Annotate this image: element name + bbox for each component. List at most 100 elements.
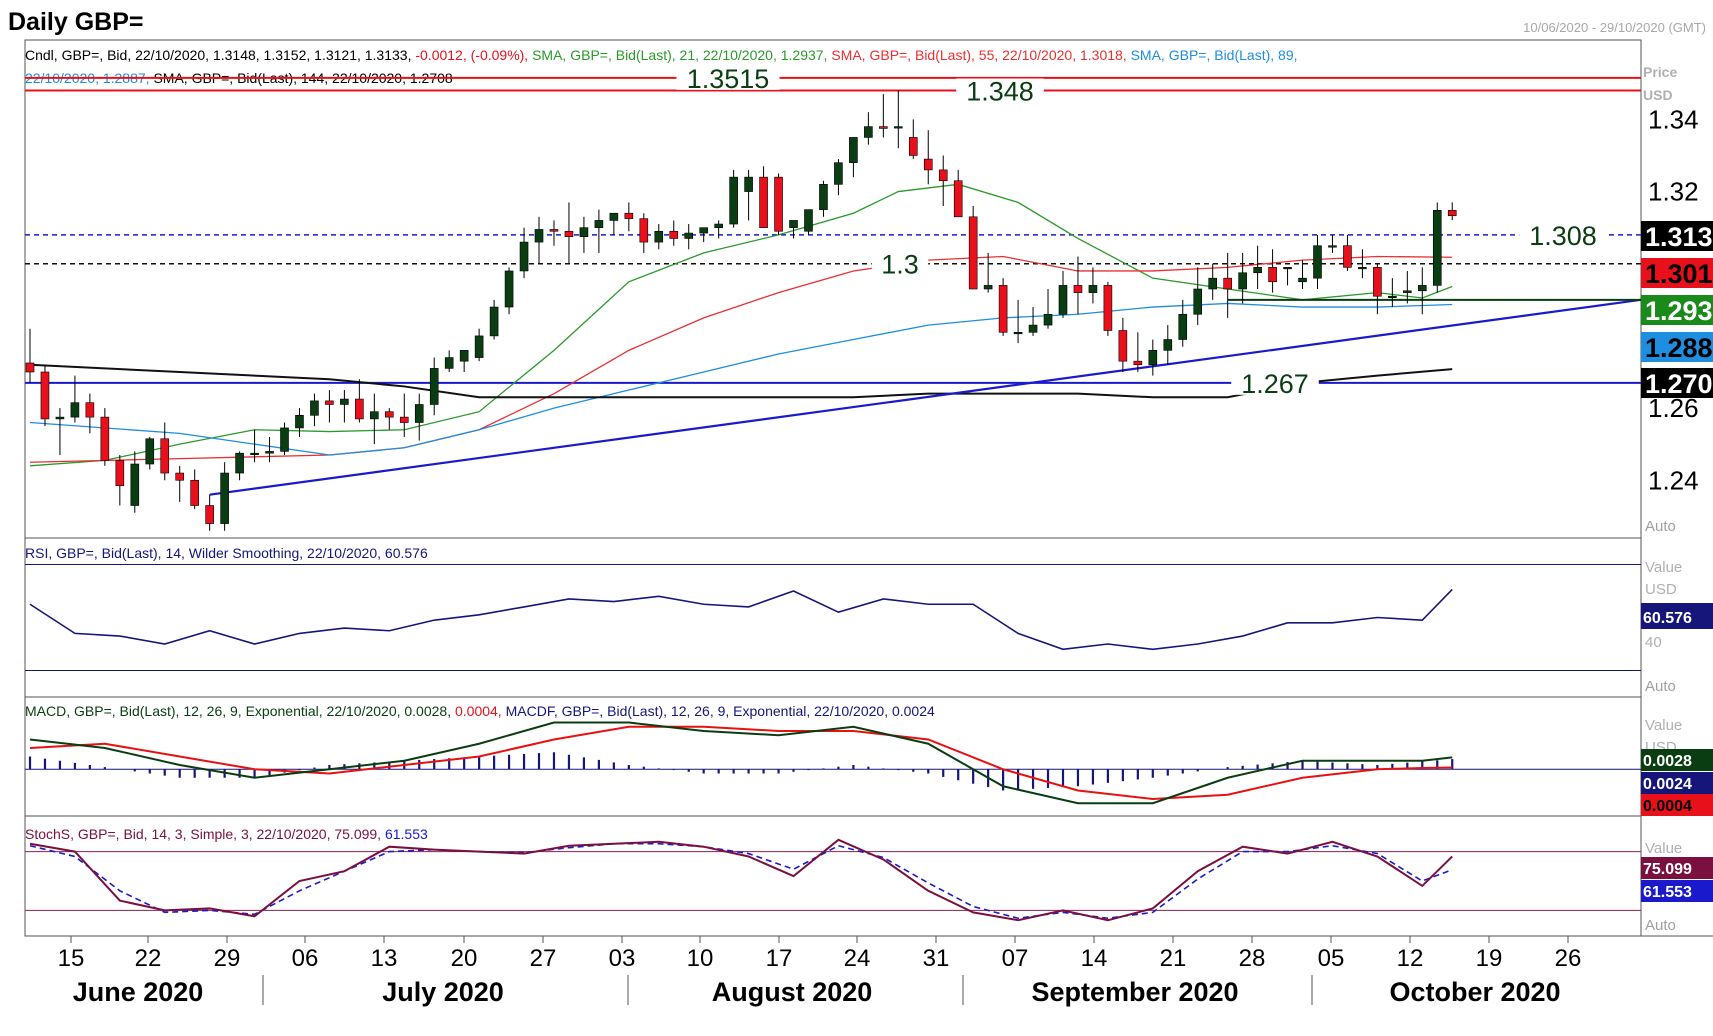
sma-line [29, 183, 1453, 467]
price-badge-text: 1.3018 [1645, 259, 1713, 289]
header-segment: MACD, GBP=, Bid(Last), 12, 26, 9, Expone… [25, 703, 455, 719]
candle-body [160, 438, 170, 474]
macd-signal-line [29, 725, 1453, 801]
macd-badge-text: 0.0004 [1643, 798, 1692, 815]
candle-body [609, 212, 619, 221]
candle-body [774, 176, 783, 232]
stoch-badge-text: 61.553 [1643, 884, 1692, 901]
candle-body [579, 227, 589, 237]
date-range: 10/06/2020 - 29/10/2020 (GMT) [1523, 20, 1706, 35]
candle-body [1028, 324, 1038, 333]
price-badge [1641, 295, 1713, 325]
annotation-bg [956, 78, 1044, 103]
macd-header: MACD, GBP=, Bid(Last), 12, 26, 9, Expone… [25, 703, 935, 719]
candle-body [1103, 285, 1113, 331]
candle-body [594, 220, 604, 228]
candle-body [85, 402, 95, 418]
x-month-label: September 2020 [1031, 977, 1238, 1007]
annotation-bg [1519, 222, 1607, 247]
rsi-tick-40: 40 [1645, 634, 1662, 651]
candle-body [819, 184, 828, 210]
stoch-auto-button[interactable]: Auto [1645, 917, 1676, 934]
candle-body [834, 162, 843, 185]
x-day-label: 29 [214, 945, 241, 972]
chart-marks: 1.24 1.26 1.32 1.34 1.3515 1.348 1.308 1.3 1.267… [25, 64, 1713, 922]
candle-body [1118, 330, 1128, 362]
rsi-line [29, 588, 1453, 651]
stoch-badge-text: 75.099 [1643, 861, 1692, 878]
level-annotation: 1.308 [1529, 221, 1597, 251]
candle-body [654, 230, 664, 243]
macd-line [29, 721, 1453, 805]
candle-body [699, 227, 708, 234]
candle-body [100, 416, 110, 461]
header-segment: 0.0004, [455, 703, 506, 719]
candle-body [564, 230, 574, 237]
candle-body [1417, 285, 1427, 292]
price-badge [1641, 258, 1713, 288]
candle-body [1403, 290, 1412, 293]
x-axis: 15 22 29 06 13 20 27 03 10 17 24 31 07 14 21 28 05 12 19 26… [58, 936, 1581, 1007]
candle-body [429, 368, 439, 405]
rsi-badge-text: 60.576 [1643, 610, 1692, 627]
candle-body [968, 216, 978, 290]
rsi-badge [1641, 603, 1713, 629]
x-day-label: 22 [135, 945, 162, 972]
candle-body [1013, 332, 1023, 335]
candle-body [804, 209, 813, 232]
price-tick-label: 1.34 [1648, 104, 1699, 134]
candle-body [145, 438, 155, 465]
candle-body [504, 270, 514, 308]
candle-body [130, 463, 140, 506]
annotation-bg [871, 251, 929, 276]
candle-body [894, 126, 903, 129]
candle-body [1253, 267, 1262, 274]
price-tick-label: 1.26 [1648, 393, 1699, 423]
candle-body [340, 398, 349, 405]
x-day-label: 12 [1397, 945, 1424, 972]
candle-body [983, 285, 993, 290]
candle-body [265, 451, 274, 454]
rsi-header: RSI, GBP=, Bid(Last), 14, Wilder Smoothi… [25, 545, 428, 561]
header-segment: SMA, GBP=, Bid(Last), 89, [1131, 47, 1298, 63]
x-day-label: 19 [1476, 945, 1503, 972]
candle-body [444, 357, 454, 369]
x-day-label: 15 [58, 945, 85, 972]
price-tick-label: 1.32 [1648, 177, 1699, 207]
rsi-auto-button[interactable]: Auto [1645, 678, 1676, 695]
stoch-d-line [29, 842, 1453, 920]
candle-body [310, 400, 319, 416]
candle-body [1328, 245, 1337, 248]
x-day-label: 05 [1318, 945, 1345, 972]
x-month-label: July 2020 [382, 977, 504, 1007]
candle-body [789, 220, 798, 228]
price-auto-button[interactable]: Auto [1645, 518, 1676, 535]
price-axis-title: Price [1643, 64, 1677, 80]
x-day-label: 10 [687, 945, 714, 972]
level-annotation: 1.3 [881, 250, 919, 280]
header-segment: MACDF, GBP=, Bid(Last), 12, 26, 9, Expon… [506, 703, 935, 719]
candle-body [549, 229, 559, 232]
x-day-label: 14 [1081, 945, 1108, 972]
candle-body [459, 350, 469, 362]
annotation-bg [676, 65, 780, 90]
sma-line [29, 302, 1453, 456]
candle-body [534, 229, 544, 243]
candle-body [624, 212, 634, 219]
rsi-axis-unit: USD [1645, 581, 1677, 598]
candle-body [938, 169, 948, 182]
candle-body [399, 416, 409, 423]
candle-body [1283, 267, 1292, 270]
x-day-label: 03 [609, 945, 636, 972]
candle-body [1178, 313, 1188, 340]
candle-body [1343, 245, 1352, 268]
x-day-label: 24 [844, 945, 871, 972]
level-annotation: 1.348 [966, 77, 1034, 107]
rsi-panel: RSI, GBP=, Bid(Last), 14, Wilder Smoothi… [25, 545, 1682, 695]
candle-body [1358, 267, 1367, 270]
stoch-header: StochS, GBP=, Bid, 14, 3, Simple, 3, 22/… [25, 826, 428, 842]
candle-body [908, 137, 918, 156]
price-badge [1641, 368, 1713, 398]
macd-badge-text: 0.0028 [1643, 753, 1692, 770]
header-segment: SMA, GBP=, Bid(Last), 55, 22/10/2020, 1.… [831, 47, 1130, 63]
